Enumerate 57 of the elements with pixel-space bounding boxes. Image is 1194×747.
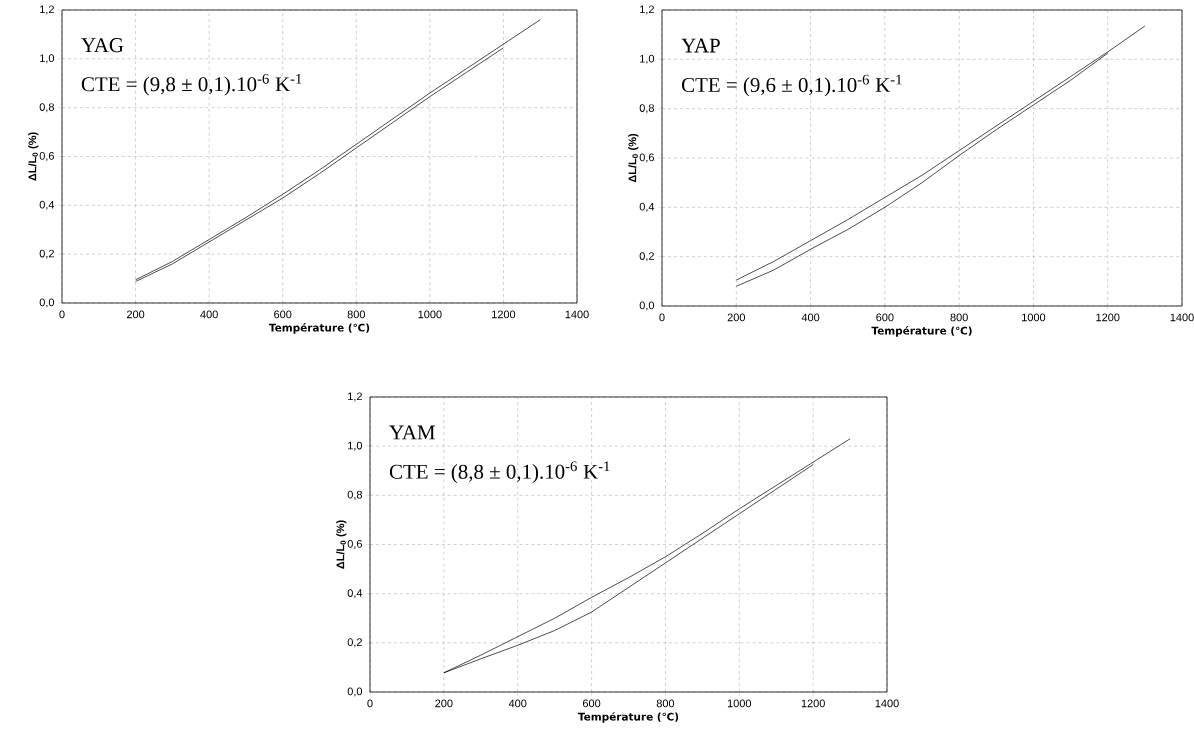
x-tick-label: 400 (801, 313, 820, 322)
x-tick-label: 800 (950, 313, 968, 322)
x-tick-label: 1000 (1022, 313, 1046, 322)
x-tick-label: 1000 (727, 699, 752, 708)
annotation: CTE = (9,6 ± 0,1).10$^{-6}$ K$^{-1}$ (681, 74, 902, 97)
x-tick-label: 800 (656, 699, 675, 708)
y-tick-label: 0,8 (347, 490, 362, 500)
y-tick-label: 1,2 (348, 392, 362, 402)
x-tick-label: 400 (508, 699, 527, 708)
annotation: CTE = (9,8 ± 0,1).10$^{-6}$ K$^{-1}$ (81, 73, 302, 96)
y-tick-label: 1,2 (640, 5, 654, 15)
x-tick-label: 400 (200, 310, 218, 319)
x-tick-label: 200 (727, 313, 745, 322)
x-tick-label: 0 (367, 699, 373, 708)
y-tick-label: 1,0 (348, 441, 363, 451)
x-tick-label: 0 (59, 310, 65, 319)
y-tick-label: 0,2 (639, 252, 654, 262)
y-tick-label: 1,0 (40, 54, 55, 64)
y-tick-label: 0,8 (639, 104, 654, 114)
y-axis-title: ΔL/L$_{0}$ (%) (28, 132, 39, 181)
y-tick-label: 0,6 (39, 151, 54, 162)
annotation: YAM (389, 425, 435, 440)
x-tick-label: 600 (583, 699, 601, 708)
x-axis-title: Température (℃) (871, 326, 972, 337)
y-tick-label: 0,2 (39, 249, 54, 259)
annotation: YAP (681, 38, 720, 53)
y-tick-label: 0,0 (347, 687, 363, 697)
y-tick-label: 0,0 (639, 301, 655, 311)
x-tick-label: 200 (435, 699, 453, 708)
x-tick-label: 600 (274, 310, 292, 319)
y-tick-label: 0,4 (639, 202, 655, 212)
annotation: CTE = (8,8 ± 0,1).10$^{-6}$ K$^{-1}$ (389, 461, 610, 484)
x-tick-label: 0 (659, 313, 665, 322)
y-tick-label: 0,0 (39, 298, 55, 308)
y-tick-label: 0,2 (347, 638, 362, 648)
x-tick-label: 200 (126, 310, 145, 319)
x-tick-label: 1200 (801, 699, 825, 708)
y-axis-title: ΔL/L$_{0}$ (%) (336, 520, 347, 569)
x-tick-label: 1200 (492, 310, 516, 319)
y-tick-label: 0,6 (347, 539, 362, 550)
x-tick-label: 800 (347, 310, 365, 319)
y-tick-label: 1,2 (40, 5, 54, 15)
x-axis-title: Température (℃) (578, 712, 679, 723)
x-tick-label: 1400 (1170, 313, 1194, 322)
y-tick-label: 0,8 (39, 103, 54, 113)
y-tick-label: 0,4 (347, 589, 363, 599)
x-tick-label: 600 (876, 313, 894, 322)
y-tick-label: 0,6 (639, 153, 654, 163)
x-tick-label: 1000 (418, 310, 442, 319)
annotation: YAG (81, 38, 124, 53)
x-tick-label: 1400 (875, 699, 899, 708)
y-axis-title: ΔL/L$_{0}$ (%) (628, 133, 639, 183)
x-axis-title: Température (℃) (268, 323, 370, 334)
x-tick-label: 1200 (1096, 313, 1120, 322)
y-tick-label: 1,0 (640, 54, 655, 64)
y-tick-label: 0,4 (39, 200, 55, 210)
x-tick-label: 1400 (565, 310, 589, 319)
